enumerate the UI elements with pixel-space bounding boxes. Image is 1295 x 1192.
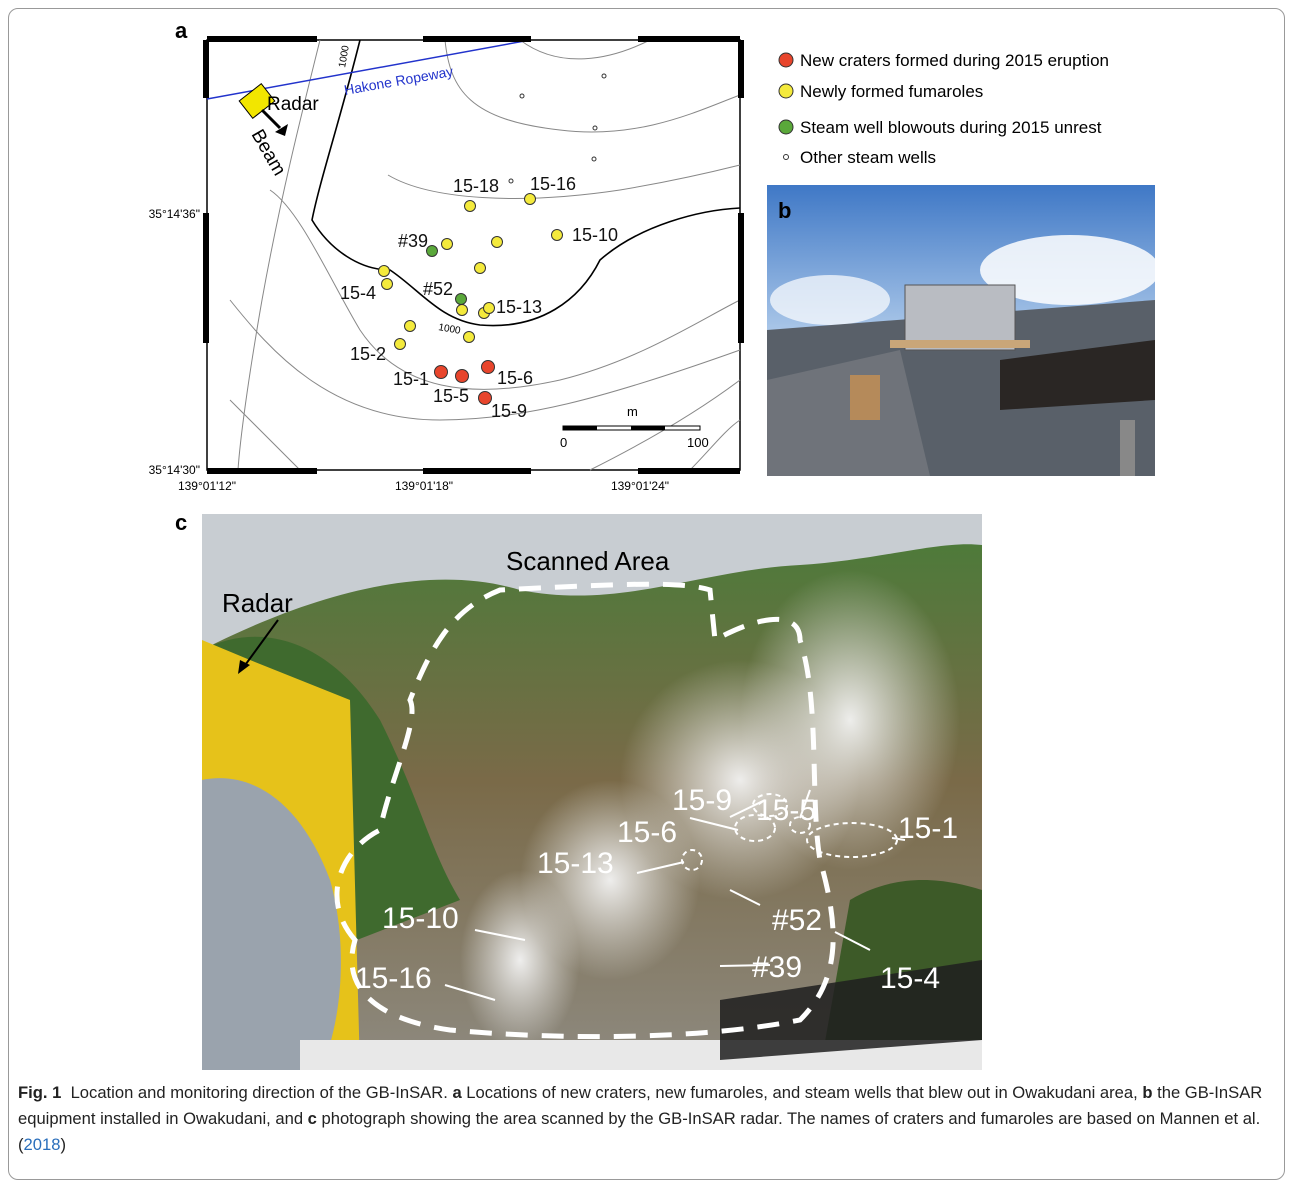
lat-label: 35°14'30" <box>149 463 200 477</box>
caption-segment[interactable]: 2018 <box>24 1135 61 1154</box>
photo-label: Radar <box>222 588 293 618</box>
caption-segment: ) <box>60 1135 66 1154</box>
caption-segment: Location and monitoring direction of the… <box>61 1083 452 1102</box>
scale-tick: 0 <box>560 435 567 450</box>
legend-marker <box>784 155 789 160</box>
legend-text: Other steam wells <box>800 148 936 167</box>
lon-label: 139°01'24" <box>611 479 669 493</box>
point-label: 15-9 <box>491 401 527 421</box>
photo-label: 15-1 <box>898 812 958 845</box>
point-label: 15-10 <box>572 225 618 245</box>
page: a c Hakone Ropeway 1000 1000 <box>0 0 1295 1192</box>
caption-segment: Locations of new craters, new fumaroles,… <box>462 1083 1143 1102</box>
legend-marker <box>779 53 793 67</box>
lat-label: 35°14'36" <box>149 207 200 221</box>
photo-label: 15-4 <box>880 962 940 995</box>
panel-label: c <box>175 510 187 535</box>
panel-label: b <box>778 198 791 223</box>
point-label: 15-18 <box>453 176 499 196</box>
legend: New craters formed during 2015 eruption N… <box>779 51 1109 167</box>
photo-label: 15-16 <box>355 962 432 995</box>
legend-text: Newly formed fumaroles <box>800 82 983 101</box>
point-label: #39 <box>398 231 428 251</box>
photo-label: #39 <box>752 951 802 984</box>
figure: a c Hakone Ropeway 1000 1000 <box>0 0 1295 1080</box>
lon-label: 139°01'18" <box>395 479 453 493</box>
scale-unit: m <box>627 404 638 419</box>
legend-text: Steam well blowouts during 2015 unrest <box>800 118 1102 137</box>
photo-title: Scanned Area <box>506 546 670 576</box>
point-label: #52 <box>423 279 453 299</box>
photo-label: 15-10 <box>382 902 459 935</box>
lon-label: 139°01'12" <box>178 479 236 493</box>
point-label: 15-4 <box>340 283 376 303</box>
photo-label: 15-5 <box>756 794 816 827</box>
map: Hakone Ropeway 1000 1000 Radar Beam 15-1… <box>149 36 744 493</box>
photo-c: Radar Scanned Area 15-9 15-5 15-6 15-1 15-13… <box>202 514 982 1070</box>
legend-marker <box>779 84 793 98</box>
photo-label: 15-9 <box>672 784 732 817</box>
caption-segment: c <box>308 1109 317 1128</box>
photo-label: #52 <box>772 904 822 937</box>
point-label: 15-2 <box>350 344 386 364</box>
panel-label: a <box>175 18 188 43</box>
caption-segment: Fig. 1 <box>18 1083 61 1102</box>
legend-marker <box>779 120 793 134</box>
scale-tick: 100 <box>687 435 709 450</box>
caption-segment: a <box>452 1083 461 1102</box>
photo-label: 15-6 <box>617 816 677 849</box>
point-label: 15-13 <box>496 297 542 317</box>
caption-segment: b <box>1142 1083 1152 1102</box>
photo-label: 15-13 <box>537 847 614 880</box>
point-label: 15-5 <box>433 386 469 406</box>
radar-label: Radar <box>267 94 319 115</box>
point-label: 15-6 <box>497 368 533 388</box>
caption: Fig. 1 Location and monitoring direction… <box>18 1080 1280 1158</box>
point-label: 15-1 <box>393 369 429 389</box>
legend-text: New craters formed during 2015 eruption <box>800 51 1109 70</box>
photo-b: b <box>767 185 1160 476</box>
point-label: 15-16 <box>530 174 576 194</box>
